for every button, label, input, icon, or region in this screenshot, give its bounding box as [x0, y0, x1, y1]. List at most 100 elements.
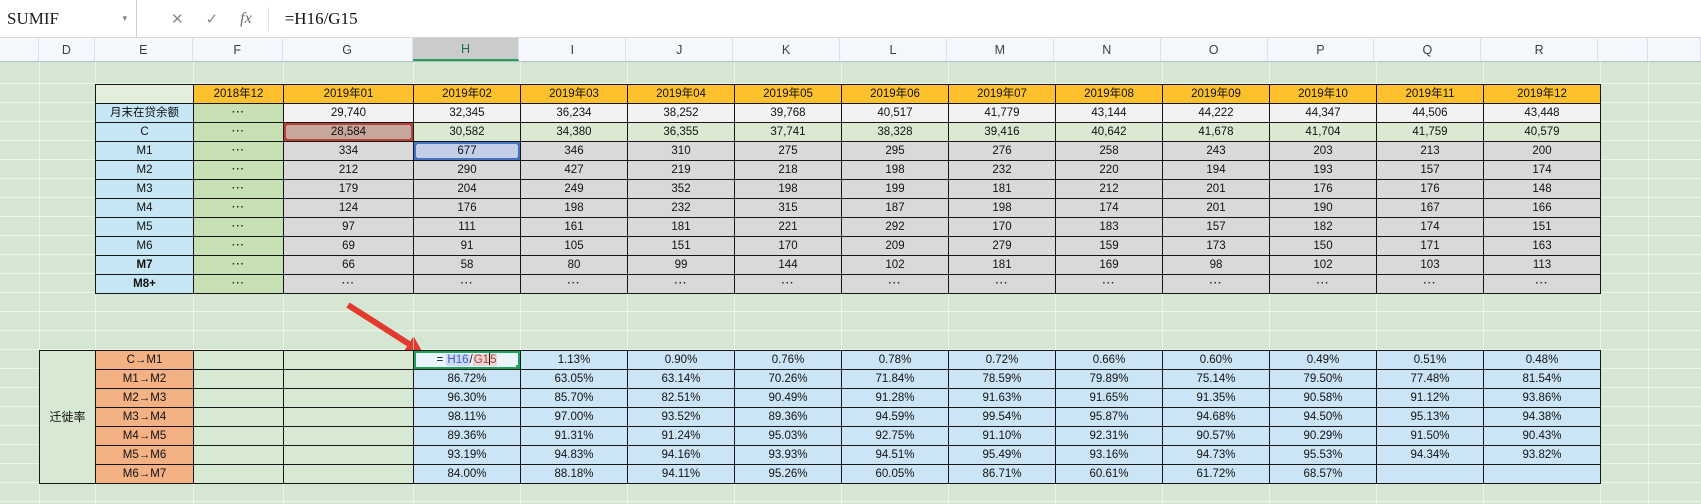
- cell[interactable]: 187: [841, 198, 949, 218]
- cell[interactable]: 86.72%: [413, 369, 521, 389]
- cell[interactable]: 94.73%: [1162, 445, 1270, 465]
- row-label-M8+[interactable]: M8+: [95, 274, 194, 294]
- cell[interactable]: 89.36%: [413, 426, 521, 446]
- month-header[interactable]: 2019年08: [1055, 84, 1163, 104]
- cell[interactable]: ···: [193, 160, 284, 180]
- column-header-J[interactable]: J: [626, 38, 734, 61]
- cell[interactable]: 232: [627, 198, 735, 218]
- cell[interactable]: 0.60%: [1162, 350, 1270, 370]
- month-header[interactable]: 2019年02: [413, 84, 521, 104]
- cell[interactable]: 44,222: [1162, 103, 1270, 123]
- cell[interactable]: 84.00%: [413, 464, 521, 484]
- row-label-C→M1[interactable]: C→M1: [95, 350, 194, 370]
- cell[interactable]: 36,234: [520, 103, 628, 123]
- name-box[interactable]: SUMIF ▾: [0, 0, 137, 37]
- cell[interactable]: 40,517: [841, 103, 949, 123]
- cell[interactable]: 91.65%: [1055, 388, 1163, 408]
- cell[interactable]: ···: [283, 274, 414, 294]
- confirm-icon[interactable]: ✓: [205, 10, 219, 28]
- cell[interactable]: 70.26%: [734, 369, 842, 389]
- cell[interactable]: 91.31%: [520, 426, 628, 446]
- cell[interactable]: 334: [283, 141, 414, 161]
- cell[interactable]: 91: [413, 236, 521, 256]
- cell[interactable]: 181: [948, 179, 1056, 199]
- cell[interactable]: 63.14%: [627, 369, 735, 389]
- cell[interactable]: 105: [520, 236, 628, 256]
- cell[interactable]: ···: [948, 274, 1056, 294]
- month-header[interactable]: 2019年11: [1376, 84, 1484, 104]
- cell[interactable]: 30,582: [413, 122, 521, 142]
- cell[interactable]: 174: [1055, 198, 1163, 218]
- cell[interactable]: 148: [1483, 179, 1601, 199]
- cell[interactable]: 29,740: [283, 103, 414, 123]
- cell[interactable]: ···: [1269, 274, 1377, 294]
- cell[interactable]: 198: [520, 198, 628, 218]
- row-label-M6→M7[interactable]: M6→M7: [95, 464, 194, 484]
- cell[interactable]: 179: [283, 179, 414, 199]
- cell[interactable]: 77.48%: [1376, 369, 1484, 389]
- cell[interactable]: 221: [734, 217, 842, 237]
- cell[interactable]: 69: [283, 236, 414, 256]
- cell[interactable]: 94.83%: [520, 445, 628, 465]
- row-label-M5→M6[interactable]: M5→M6: [95, 445, 194, 465]
- cell[interactable]: 275: [734, 141, 842, 161]
- cell[interactable]: 38,252: [627, 103, 735, 123]
- cell[interactable]: [193, 445, 284, 465]
- cell[interactable]: 212: [1055, 179, 1163, 199]
- cell[interactable]: 150: [1269, 236, 1377, 256]
- column-header-G[interactable]: G: [283, 38, 413, 61]
- cell[interactable]: [283, 369, 414, 389]
- cell[interactable]: [193, 464, 284, 484]
- referenced-cell-G15[interactable]: 28,584: [283, 122, 414, 142]
- cell[interactable]: 97: [283, 217, 414, 237]
- cell[interactable]: ···: [1483, 274, 1601, 294]
- cell[interactable]: 40,642: [1055, 122, 1163, 142]
- cell[interactable]: [283, 464, 414, 484]
- cell[interactable]: 82.51%: [627, 388, 735, 408]
- cell[interactable]: 94.50%: [1269, 407, 1377, 427]
- cell[interactable]: 346: [520, 141, 628, 161]
- cell[interactable]: 102: [1269, 255, 1377, 275]
- cell[interactable]: 94.34%: [1376, 445, 1484, 465]
- row-label-M3[interactable]: M3: [95, 179, 194, 199]
- column-header-R[interactable]: R: [1481, 38, 1599, 61]
- row-label-C[interactable]: C: [95, 122, 194, 142]
- cell[interactable]: 113: [1483, 255, 1601, 275]
- cell[interactable]: 39,416: [948, 122, 1056, 142]
- cell[interactable]: 92.75%: [841, 426, 949, 446]
- month-header[interactable]: 2019年05: [734, 84, 842, 104]
- cell[interactable]: 292: [841, 217, 949, 237]
- cell[interactable]: 0.48%: [1483, 350, 1601, 370]
- column-header-K[interactable]: K: [733, 38, 841, 61]
- row-label-M5[interactable]: M5: [95, 217, 194, 237]
- formula-input[interactable]: =H16/G15: [284, 8, 358, 28]
- cell[interactable]: [283, 350, 414, 370]
- cell[interactable]: 0.49%: [1269, 350, 1377, 370]
- cell[interactable]: [283, 426, 414, 446]
- cell[interactable]: 93.16%: [1055, 445, 1163, 465]
- cell[interactable]: 95.26%: [734, 464, 842, 484]
- cell[interactable]: 181: [627, 217, 735, 237]
- cell[interactable]: 60.05%: [841, 464, 949, 484]
- month-header[interactable]: 2019年07: [948, 84, 1056, 104]
- cell[interactable]: 90.57%: [1162, 426, 1270, 446]
- cell[interactable]: 41,704: [1269, 122, 1377, 142]
- cell[interactable]: 43,448: [1483, 103, 1601, 123]
- row-label-M7[interactable]: M7: [95, 255, 194, 275]
- row-label-M2[interactable]: M2: [95, 160, 194, 180]
- cell[interactable]: 93.93%: [734, 445, 842, 465]
- cell[interactable]: 111: [413, 217, 521, 237]
- cell[interactable]: 93.52%: [627, 407, 735, 427]
- cell[interactable]: 91.12%: [1376, 388, 1484, 408]
- cell[interactable]: 290: [413, 160, 521, 180]
- cell[interactable]: 190: [1269, 198, 1377, 218]
- month-header[interactable]: 2019年01: [283, 84, 414, 104]
- cell[interactable]: 75.14%: [1162, 369, 1270, 389]
- cell[interactable]: 174: [1483, 160, 1601, 180]
- cell[interactable]: 159: [1055, 236, 1163, 256]
- column-header-L[interactable]: L: [840, 38, 947, 61]
- cell[interactable]: ···: [193, 179, 284, 199]
- month-header[interactable]: 2019年04: [627, 84, 735, 104]
- cell[interactable]: 144: [734, 255, 842, 275]
- migration-side-label[interactable]: 迁徙率: [39, 350, 96, 484]
